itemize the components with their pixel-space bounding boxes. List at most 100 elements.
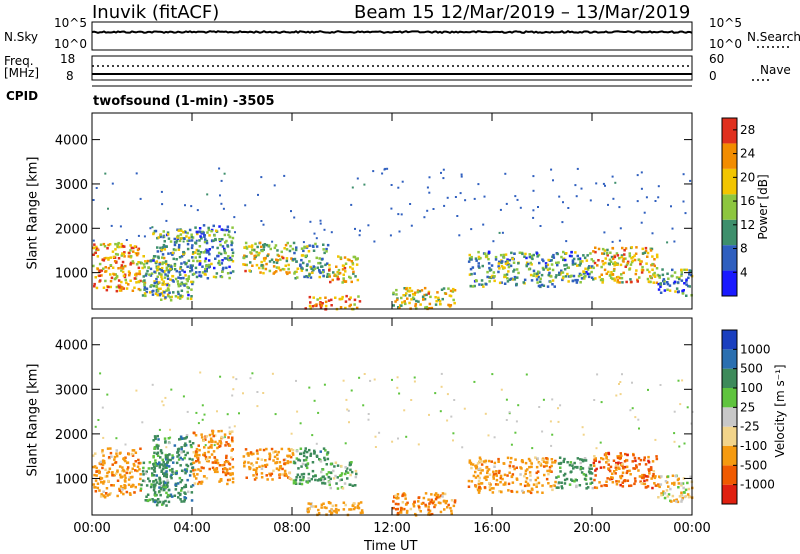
data-cell [153, 447, 156, 450]
data-cell [263, 243, 267, 246]
data-cell [106, 247, 109, 250]
data-cell [322, 478, 325, 482]
data-cell [191, 484, 195, 487]
data-cell [594, 277, 597, 280]
data-cell [103, 245, 107, 248]
data-cell [319, 271, 322, 275]
power-colorbar-swatch [722, 245, 737, 271]
data-cell [217, 445, 221, 448]
data-cell [196, 459, 200, 462]
data-cell [308, 273, 311, 276]
data-cell [141, 479, 145, 482]
data-cell [110, 484, 113, 487]
data-cell [618, 276, 622, 280]
velocity-colorbar-label: 500 [740, 362, 763, 376]
data-cell [561, 271, 565, 274]
data-cell [362, 404, 365, 407]
data-cell [228, 230, 231, 233]
data-cell [207, 226, 210, 230]
data-cell [321, 468, 325, 471]
data-cell [136, 469, 139, 473]
data-cell [162, 460, 165, 464]
data-cell [535, 465, 539, 469]
data-cell [607, 270, 610, 274]
data-cell [441, 495, 444, 498]
data-cell [570, 251, 573, 254]
data-cell [310, 505, 313, 508]
data-cell [427, 508, 430, 511]
data-cell [328, 273, 331, 276]
data-cell [447, 287, 450, 290]
data-cell [319, 304, 322, 307]
data-cell [319, 261, 322, 265]
data-cell [484, 459, 487, 463]
data-cell [94, 479, 98, 482]
data-cell [391, 378, 393, 381]
data-cell [193, 482, 197, 485]
data-cell [510, 456, 513, 460]
data-cell [680, 274, 683, 277]
velocity-colorbar-swatch [722, 407, 737, 427]
data-cell [640, 171, 643, 174]
data-cell [441, 492, 445, 495]
data-cell [429, 295, 432, 299]
data-cell [126, 461, 130, 464]
data-cell [191, 273, 195, 276]
data-cell [327, 471, 331, 474]
data-cell [115, 274, 119, 278]
data-cell [279, 258, 282, 261]
data-cell [650, 276, 653, 279]
data-cell [579, 262, 582, 265]
data-cell [611, 240, 614, 243]
data-cell [118, 285, 121, 289]
data-cell [134, 460, 137, 463]
data-cell [99, 372, 102, 375]
data-cell [181, 437, 184, 440]
data-cell [501, 477, 504, 481]
data-cell [158, 263, 161, 266]
data-cell [205, 458, 209, 461]
data-cell [651, 268, 654, 271]
data-cell [246, 452, 250, 455]
data-cell [122, 252, 126, 256]
data-cell [221, 245, 225, 248]
data-cell [581, 467, 585, 470]
data-cell [94, 486, 97, 489]
data-cell [397, 496, 400, 500]
data-cell [486, 471, 489, 475]
data-cell [541, 430, 544, 433]
data-cell [124, 476, 127, 480]
data-cell [132, 484, 135, 487]
data-cell [190, 205, 193, 208]
data-cell [467, 485, 471, 488]
data-cell [655, 253, 659, 257]
data-cell [282, 458, 286, 462]
data-cell [562, 460, 565, 464]
data-cell [526, 468, 529, 471]
data-cell [544, 266, 548, 270]
data-cell [151, 472, 154, 475]
data-cell [182, 231, 185, 234]
beam-date-title: Beam 15 12/Mar/2019 – 13/Mar/2019 [354, 2, 691, 23]
data-cell [405, 511, 409, 514]
data-cell [153, 280, 156, 283]
data-cell [577, 257, 580, 261]
data-cell [628, 469, 631, 473]
data-cell [428, 509, 432, 513]
data-cell [183, 437, 186, 440]
data-cell [184, 483, 187, 487]
data-cell [337, 255, 340, 258]
data-cell [255, 476, 258, 480]
data-cell [346, 408, 349, 411]
data-cell [345, 467, 349, 470]
data-cell [186, 265, 189, 268]
data-cell [497, 460, 500, 463]
data-cell [650, 247, 654, 251]
data-cell [616, 263, 619, 266]
data-cell [180, 489, 183, 492]
data-cell [200, 480, 204, 484]
data-cell [102, 482, 105, 485]
data-cell [190, 445, 193, 449]
data-cell [505, 202, 508, 205]
data-cell [231, 226, 234, 229]
